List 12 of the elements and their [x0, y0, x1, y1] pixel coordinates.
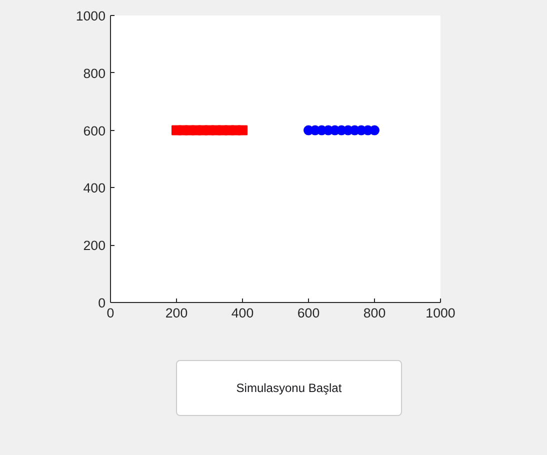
x-tick-label: 800 — [363, 306, 386, 320]
y-tick-label: 200 — [83, 238, 106, 254]
y-tick-label: 800 — [83, 66, 106, 81]
y-tick-label: 400 — [83, 180, 106, 196]
y-tick-label: 0 — [98, 296, 106, 310]
text: Simulasyonu Başlat — [176, 360, 402, 416]
y-tick-label: 600 — [83, 123, 106, 138]
x-tick-label: 200 — [165, 306, 188, 320]
x-tick-label: 600 — [297, 306, 320, 320]
x-tick-label: 1000 — [426, 306, 456, 320]
y-tick-label: 1000 — [76, 8, 106, 24]
x-tick-label: 400 — [231, 306, 254, 320]
